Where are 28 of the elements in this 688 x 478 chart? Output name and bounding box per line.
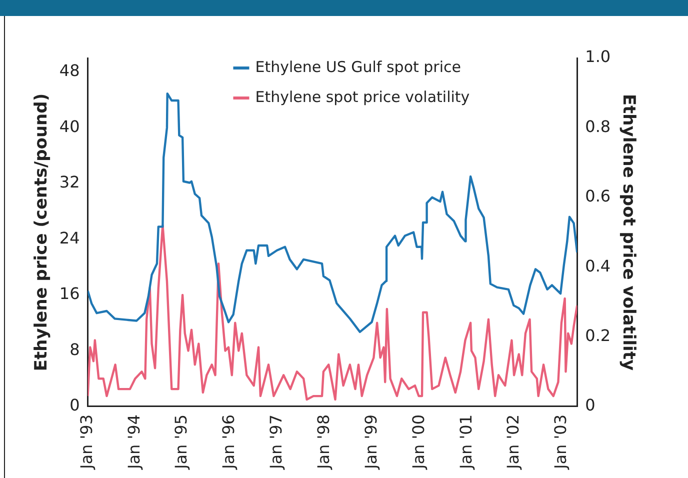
x-tick-label: Jan '97	[266, 414, 286, 470]
y-tick-label: 0	[70, 396, 80, 415]
x-tick-label: Jan '96	[219, 414, 238, 470]
y2-tick-label: 0	[585, 396, 596, 415]
x-tick-label: Jan '02	[504, 414, 523, 470]
y-tick-label: 16	[59, 284, 80, 304]
y2-tick-label: 0.6	[585, 186, 611, 206]
y-tick-label: 40	[59, 116, 80, 136]
x-tick-label: Jan '00	[408, 414, 428, 470]
y2-tick-label: 0.2	[585, 326, 611, 345]
y-axis-title: Ethylene price (cents/pound)	[32, 93, 52, 372]
x-tick-label: Jan '03	[551, 414, 570, 470]
legend-label: Ethylene spot price volatility	[255, 88, 470, 106]
legend-label: Ethylene US Gulf spot price	[255, 58, 461, 76]
y2-axis-title: Ethylene spot price volatility	[618, 94, 638, 371]
x-tick-label: Jan '94	[124, 414, 144, 470]
y-tick-label: 48	[59, 61, 80, 80]
x-tick-label: Jan '93	[76, 414, 96, 470]
y-tick-label: 32	[59, 172, 80, 192]
y2-tick-label: 1.0	[585, 47, 611, 66]
x-tick-label: Jan '98	[314, 414, 334, 470]
y-tick-label: 24	[59, 228, 80, 248]
x-tick-label: Jan '99	[361, 414, 380, 470]
x-tick-label: Jan '95	[172, 414, 191, 470]
y2-tick-label: 0.8	[585, 116, 611, 136]
x-tick-label: Jan '01	[456, 414, 476, 470]
y2-tick-label: 0.4	[585, 256, 611, 276]
y-tick-label: 8	[70, 340, 80, 359]
